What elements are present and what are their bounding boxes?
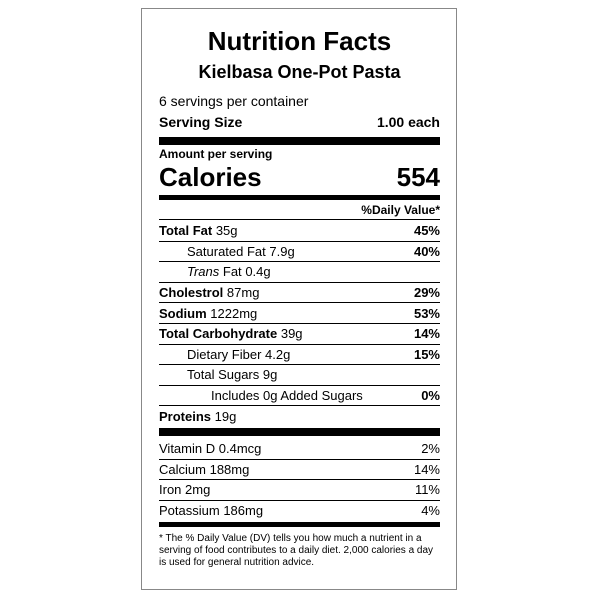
nutrient-row: Total Carbohydrate 39g 14% bbox=[159, 322, 440, 344]
nutrient-list: Total Fat 35g 45% Saturated Fat 7.9g 40% Tra… bbox=[159, 220, 440, 426]
nutrient-name: Calcium bbox=[159, 461, 206, 477]
daily-value: 45% bbox=[413, 222, 440, 238]
nutrient: Proteins 19g bbox=[159, 409, 236, 424]
daily-value: 4% bbox=[421, 503, 440, 519]
nutrient: Total Carbohydrate 39g bbox=[159, 326, 303, 341]
label-content: Nutrition Facts Kielbasa One-Pot Pasta 6… bbox=[159, 23, 440, 569]
nutrient-amount: 87mg bbox=[226, 285, 260, 301]
nutrient-name: Dietary Fiber bbox=[187, 346, 262, 362]
nutrient-row: Saturated Fat 7.9g 40% bbox=[159, 240, 440, 262]
nutrient-row: Total Sugars 9g bbox=[159, 364, 440, 385]
serving-size: Serving Size 1.00 each bbox=[159, 111, 440, 133]
vitamin-list: Vitamin D 0.4mcg 2% Calcium 188mg 14% Iron 2… bbox=[159, 438, 440, 520]
nutrient-name-italic: Trans bbox=[187, 264, 220, 280]
daily-value: 14% bbox=[413, 326, 440, 342]
nutrient-amount: 4.2g bbox=[265, 346, 291, 362]
title: Nutrition Facts bbox=[207, 26, 392, 56]
nutrient-row: Vitamin D 0.4mcg 2% bbox=[159, 438, 440, 459]
nutrient-row: Total Fat 35g 45% bbox=[159, 220, 440, 241]
nutrient-row: Iron 2mg 11% bbox=[159, 479, 440, 500]
nutrient-row: Calcium 188mg 14% bbox=[159, 458, 440, 480]
servings: 6 servings per container bbox=[159, 93, 309, 109]
divider bbox=[159, 427, 440, 436]
product-name: Kielbasa One-Pot Pasta bbox=[198, 62, 401, 82]
nutrient-amount: 188mg bbox=[209, 461, 250, 477]
divider bbox=[159, 522, 440, 528]
calories-label: Calories bbox=[159, 161, 262, 192]
nutrient-amount: 2mg bbox=[185, 482, 211, 498]
nutrient-amount: 35g bbox=[215, 222, 238, 238]
nutrient: Calcium 188mg bbox=[159, 462, 249, 477]
serving-size-label: Serving Size bbox=[159, 114, 243, 130]
nutrient-name: Potassium bbox=[159, 503, 220, 519]
calories-value: 554 bbox=[396, 161, 440, 192]
nutrient-name: Fat bbox=[222, 264, 242, 280]
nutrition-label: Nutrition Facts Kielbasa One-Pot Pasta 6… bbox=[141, 8, 457, 590]
nutrient-amount: 0.4g bbox=[245, 264, 271, 280]
nutrient-amount: 186mg bbox=[223, 503, 264, 519]
amount-per-serving: Amount per serving bbox=[159, 147, 273, 161]
nutrient-amount: 7.9g bbox=[269, 243, 295, 259]
footnote: * The % Daily Value (DV) tells you how m… bbox=[159, 533, 434, 569]
nutrient-name: Cholestrol bbox=[159, 285, 224, 301]
nutrient-amount: 19g bbox=[214, 408, 237, 424]
nutrient-row: Trans Fat 0.4g bbox=[159, 261, 440, 282]
nutrient: Iron 2mg bbox=[159, 482, 210, 497]
nutrient: Saturated Fat 7.9g bbox=[187, 244, 295, 259]
calories: Calories 554 bbox=[159, 161, 440, 193]
nutrient-row: Potassium 186mg 4% bbox=[159, 499, 440, 521]
nutrient-amount: 9g bbox=[262, 367, 278, 383]
daily-value: 11% bbox=[414, 482, 440, 498]
nutrient-name: Vitamin D bbox=[159, 440, 216, 456]
nutrient: Potassium 186mg bbox=[159, 503, 263, 518]
nutrient: Total Sugars 9g bbox=[187, 367, 277, 382]
daily-value: 0% bbox=[421, 388, 440, 404]
nutrient-name: Sodium bbox=[159, 305, 207, 321]
nutrient-row: Includes 0g Added Sugars 0% bbox=[159, 384, 440, 406]
nutrient-row: Proteins 19g bbox=[159, 405, 440, 426]
daily-value: 2% bbox=[421, 440, 440, 456]
nutrient: Includes 0g Added Sugars bbox=[211, 388, 363, 403]
nutrient-row: Cholestrol 87mg 29% bbox=[159, 281, 440, 303]
divider bbox=[159, 195, 440, 200]
daily-value: 14% bbox=[413, 461, 440, 477]
nutrient: Sodium 1222mg bbox=[159, 306, 257, 321]
nutrient-name: Includes 0g Added Sugars bbox=[211, 388, 363, 404]
daily-value: 53% bbox=[413, 305, 440, 321]
nutrient: Total Fat 35g bbox=[159, 223, 238, 238]
serving-size-value: 1.00 each bbox=[376, 114, 440, 130]
dv-header: %Daily Value* bbox=[159, 202, 440, 220]
daily-value: 40% bbox=[413, 243, 440, 259]
nutrient-amount: 1222mg bbox=[210, 305, 258, 321]
nutrient-name: Total Fat bbox=[159, 222, 213, 238]
nutrient-row: Dietary Fiber 4.2g 15% bbox=[159, 343, 440, 365]
nutrient: Vitamin D 0.4mcg bbox=[159, 441, 261, 456]
daily-value: 29% bbox=[413, 285, 440, 301]
nutrient: Dietary Fiber 4.2g bbox=[187, 347, 290, 362]
nutrient-name: Total Carbohydrate bbox=[159, 326, 278, 342]
nutrient-amount: 39g bbox=[280, 326, 303, 342]
nutrient-name: Proteins bbox=[159, 408, 212, 424]
nutrient-name: Total Sugars bbox=[187, 367, 260, 383]
nutrient-name: Saturated Fat bbox=[187, 243, 266, 259]
divider bbox=[159, 137, 440, 145]
daily-value: 15% bbox=[413, 346, 440, 362]
nutrient-amount: 0.4mcg bbox=[218, 440, 262, 456]
nutrient: Cholestrol 87mg bbox=[159, 285, 259, 300]
nutrient-name: Iron bbox=[159, 482, 182, 498]
nutrient-row: Sodium 1222mg 53% bbox=[159, 302, 440, 323]
nutrient: Trans Fat 0.4g bbox=[187, 264, 271, 279]
